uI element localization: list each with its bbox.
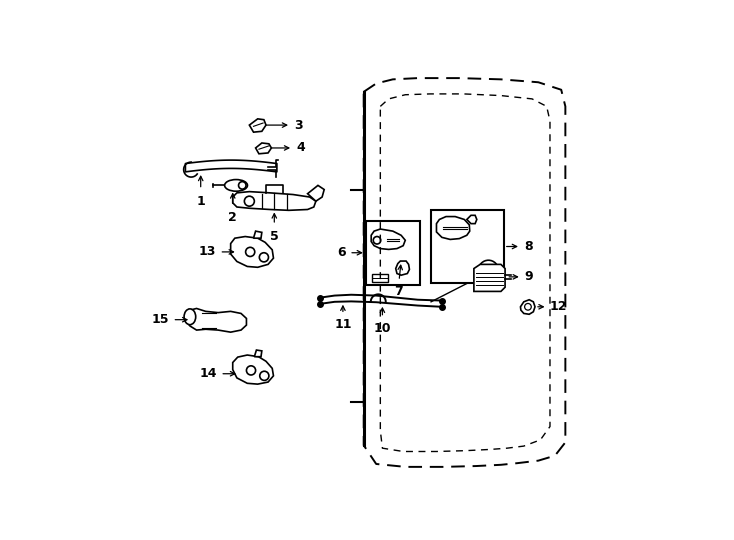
Circle shape xyxy=(479,260,498,280)
Bar xyxy=(372,274,388,282)
Text: 2: 2 xyxy=(228,211,237,224)
Text: 4: 4 xyxy=(297,141,305,154)
Polygon shape xyxy=(520,300,535,314)
Text: 15: 15 xyxy=(152,313,169,326)
Text: 11: 11 xyxy=(334,319,352,332)
Circle shape xyxy=(374,237,381,244)
Text: 13: 13 xyxy=(199,245,216,259)
Circle shape xyxy=(247,366,255,375)
Circle shape xyxy=(239,181,246,189)
Polygon shape xyxy=(233,355,274,384)
Circle shape xyxy=(244,196,255,206)
Polygon shape xyxy=(233,192,316,210)
Text: 14: 14 xyxy=(200,367,217,380)
Polygon shape xyxy=(250,119,266,132)
Text: 8: 8 xyxy=(524,240,532,253)
Polygon shape xyxy=(474,265,505,292)
Polygon shape xyxy=(230,237,274,267)
Bar xyxy=(431,211,504,283)
Text: 1: 1 xyxy=(196,194,205,207)
Circle shape xyxy=(484,266,493,274)
Circle shape xyxy=(525,303,531,310)
Circle shape xyxy=(260,371,269,380)
Text: 6: 6 xyxy=(338,246,346,259)
Text: 3: 3 xyxy=(294,119,302,132)
Text: 9: 9 xyxy=(525,271,533,284)
Polygon shape xyxy=(467,215,477,224)
Polygon shape xyxy=(187,308,247,332)
Ellipse shape xyxy=(184,309,196,325)
Text: 12: 12 xyxy=(550,300,567,313)
Polygon shape xyxy=(308,185,324,201)
Polygon shape xyxy=(255,143,272,154)
Polygon shape xyxy=(396,261,410,275)
Ellipse shape xyxy=(225,180,247,191)
Text: 5: 5 xyxy=(270,230,279,243)
Polygon shape xyxy=(437,217,470,239)
Polygon shape xyxy=(255,350,262,357)
Polygon shape xyxy=(253,231,262,238)
Text: 10: 10 xyxy=(374,322,391,335)
Circle shape xyxy=(246,247,255,256)
Text: 7: 7 xyxy=(394,285,402,298)
Polygon shape xyxy=(371,229,405,249)
Bar xyxy=(366,221,420,285)
Circle shape xyxy=(259,253,269,262)
